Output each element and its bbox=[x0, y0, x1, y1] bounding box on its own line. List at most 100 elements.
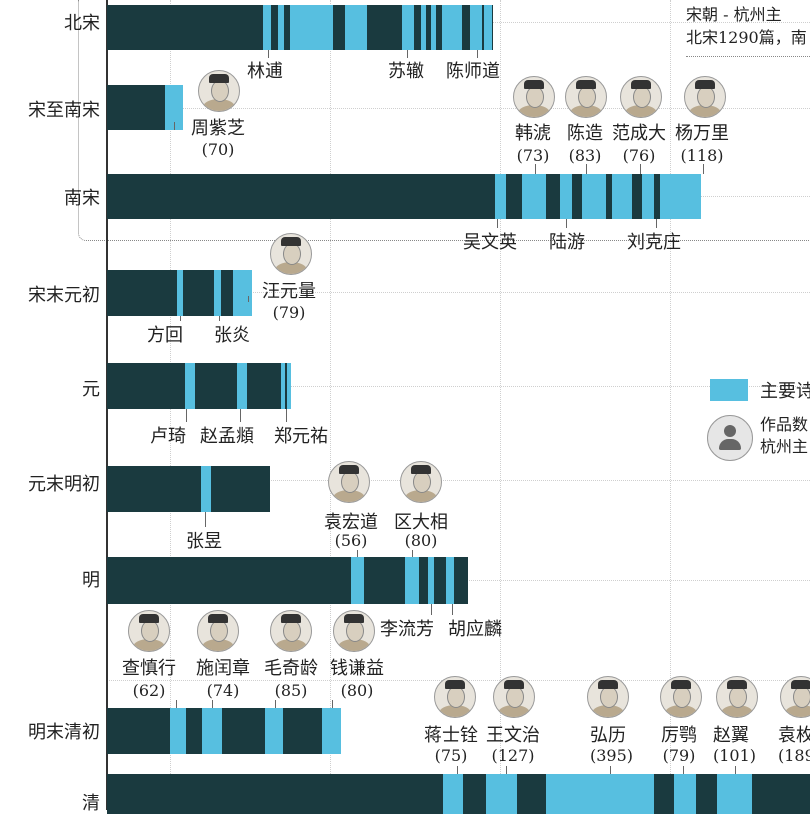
face-shape bbox=[673, 686, 691, 708]
leader-line bbox=[457, 766, 458, 774]
grid-line-horizontal bbox=[107, 108, 810, 109]
leader-line bbox=[219, 316, 220, 321]
portrait-icon bbox=[684, 76, 726, 118]
main-poet-segment bbox=[402, 5, 414, 50]
main-poet-segment bbox=[486, 774, 517, 814]
poet-count-label: (74) bbox=[206, 681, 240, 700]
poet-name-label: 查慎行 bbox=[122, 658, 176, 679]
portrait-icon bbox=[198, 70, 240, 112]
row-label: 清 bbox=[82, 793, 100, 814]
portrait-icon bbox=[328, 461, 370, 503]
note-underline bbox=[686, 56, 810, 57]
main-poet-segment bbox=[281, 363, 285, 409]
main-poet-segment bbox=[237, 363, 247, 409]
leader-line bbox=[683, 766, 684, 774]
poet-name-label: 王文治 bbox=[486, 725, 540, 746]
hat-shape bbox=[339, 465, 359, 474]
poet-name-label: 厉鹗 bbox=[661, 725, 697, 746]
robe-shape bbox=[338, 639, 370, 651]
robe-shape bbox=[275, 639, 307, 651]
portrait-icon bbox=[493, 676, 535, 718]
row-label: 元 bbox=[82, 379, 100, 400]
hat-shape bbox=[695, 80, 715, 89]
face-shape bbox=[447, 686, 465, 708]
leader-line bbox=[332, 700, 333, 708]
leader-line bbox=[248, 296, 249, 302]
main-poet-segment bbox=[185, 363, 195, 409]
portrait-icon bbox=[660, 676, 702, 718]
leader-line bbox=[535, 164, 536, 174]
poet-name-label: 苏辙 bbox=[388, 61, 424, 82]
face-shape bbox=[600, 686, 618, 708]
poet-name-label: 胡应麟 bbox=[448, 619, 502, 640]
poet-name-label: 汪元量 bbox=[262, 281, 316, 302]
portrait-icon bbox=[587, 676, 629, 718]
poet-name-label: 周紫芝 bbox=[191, 118, 245, 139]
hat-shape bbox=[139, 614, 159, 623]
leader-line bbox=[174, 122, 175, 130]
leader-line bbox=[452, 604, 453, 615]
hat-shape bbox=[208, 614, 228, 623]
leader-line bbox=[205, 512, 206, 527]
robe-shape bbox=[133, 639, 165, 651]
main-poet-segment bbox=[405, 557, 419, 604]
poet-name-label: 李流芳 bbox=[380, 619, 434, 640]
era-bar bbox=[107, 363, 291, 409]
hat-shape bbox=[671, 680, 691, 689]
robe-shape bbox=[203, 99, 235, 111]
main-poet-segment bbox=[431, 5, 436, 50]
row-label: 南宋 bbox=[64, 188, 100, 209]
hat-shape bbox=[281, 237, 301, 246]
robe-shape bbox=[275, 262, 307, 274]
poet-count-label: (76) bbox=[622, 146, 656, 165]
main-poet-segment bbox=[351, 557, 364, 604]
main-poet-segment bbox=[421, 5, 426, 50]
main-poet-segment bbox=[233, 270, 252, 316]
song-group-bracket bbox=[78, 0, 810, 241]
main-poet-segment bbox=[582, 174, 606, 219]
person-body bbox=[719, 439, 741, 450]
leader-line bbox=[212, 700, 213, 708]
leader-line bbox=[640, 164, 641, 174]
poet-name-label: 方回 bbox=[147, 325, 183, 346]
poet-count-label: (118) bbox=[680, 146, 724, 165]
main-poet-segment bbox=[442, 5, 462, 50]
poet-count-label: (73) bbox=[516, 146, 550, 165]
robe-shape bbox=[721, 705, 753, 717]
face-shape bbox=[729, 686, 747, 708]
portrait-icon bbox=[400, 461, 442, 503]
hat-shape bbox=[281, 614, 301, 623]
main-poet-segment bbox=[201, 466, 211, 512]
main-poet-segment bbox=[717, 774, 752, 814]
poet-name-label: 卢琦 bbox=[150, 426, 186, 447]
row-label: 元末明初 bbox=[28, 474, 100, 495]
era-bar bbox=[107, 708, 341, 754]
face-shape bbox=[526, 86, 544, 108]
poet-count-label: (80) bbox=[404, 531, 438, 550]
note-line-2: 北宋1290篇，南 bbox=[686, 28, 807, 47]
poet-name-label: 区大相 bbox=[394, 512, 448, 533]
poet-name-label: 林逋 bbox=[247, 61, 283, 82]
poet-count-label: (75) bbox=[434, 746, 468, 765]
row-label: 明末清初 bbox=[28, 722, 100, 743]
note-line-1: 宋朝 - 杭州主 bbox=[686, 5, 782, 24]
portrait-icon bbox=[565, 76, 607, 118]
robe-shape bbox=[498, 705, 530, 717]
portrait-icon bbox=[716, 676, 758, 718]
hat-shape bbox=[504, 680, 524, 689]
main-poet-segment bbox=[322, 708, 341, 754]
main-poet-segment bbox=[674, 774, 696, 814]
poet-name-label: 施闰章 bbox=[196, 658, 250, 679]
poet-name-label: 赵孟頫 bbox=[200, 426, 254, 447]
robe-shape bbox=[570, 105, 602, 117]
poet-count-label: (85) bbox=[274, 681, 308, 700]
portrait-icon bbox=[197, 610, 239, 652]
main-poet-segment bbox=[165, 85, 183, 130]
poet-name-label: 陈师道 bbox=[446, 61, 500, 82]
face-shape bbox=[211, 80, 229, 102]
poet-name-label: 范成大 bbox=[612, 123, 666, 144]
row-label: 北宋 bbox=[64, 13, 100, 34]
hat-shape bbox=[411, 465, 431, 474]
leader-line bbox=[176, 700, 177, 708]
